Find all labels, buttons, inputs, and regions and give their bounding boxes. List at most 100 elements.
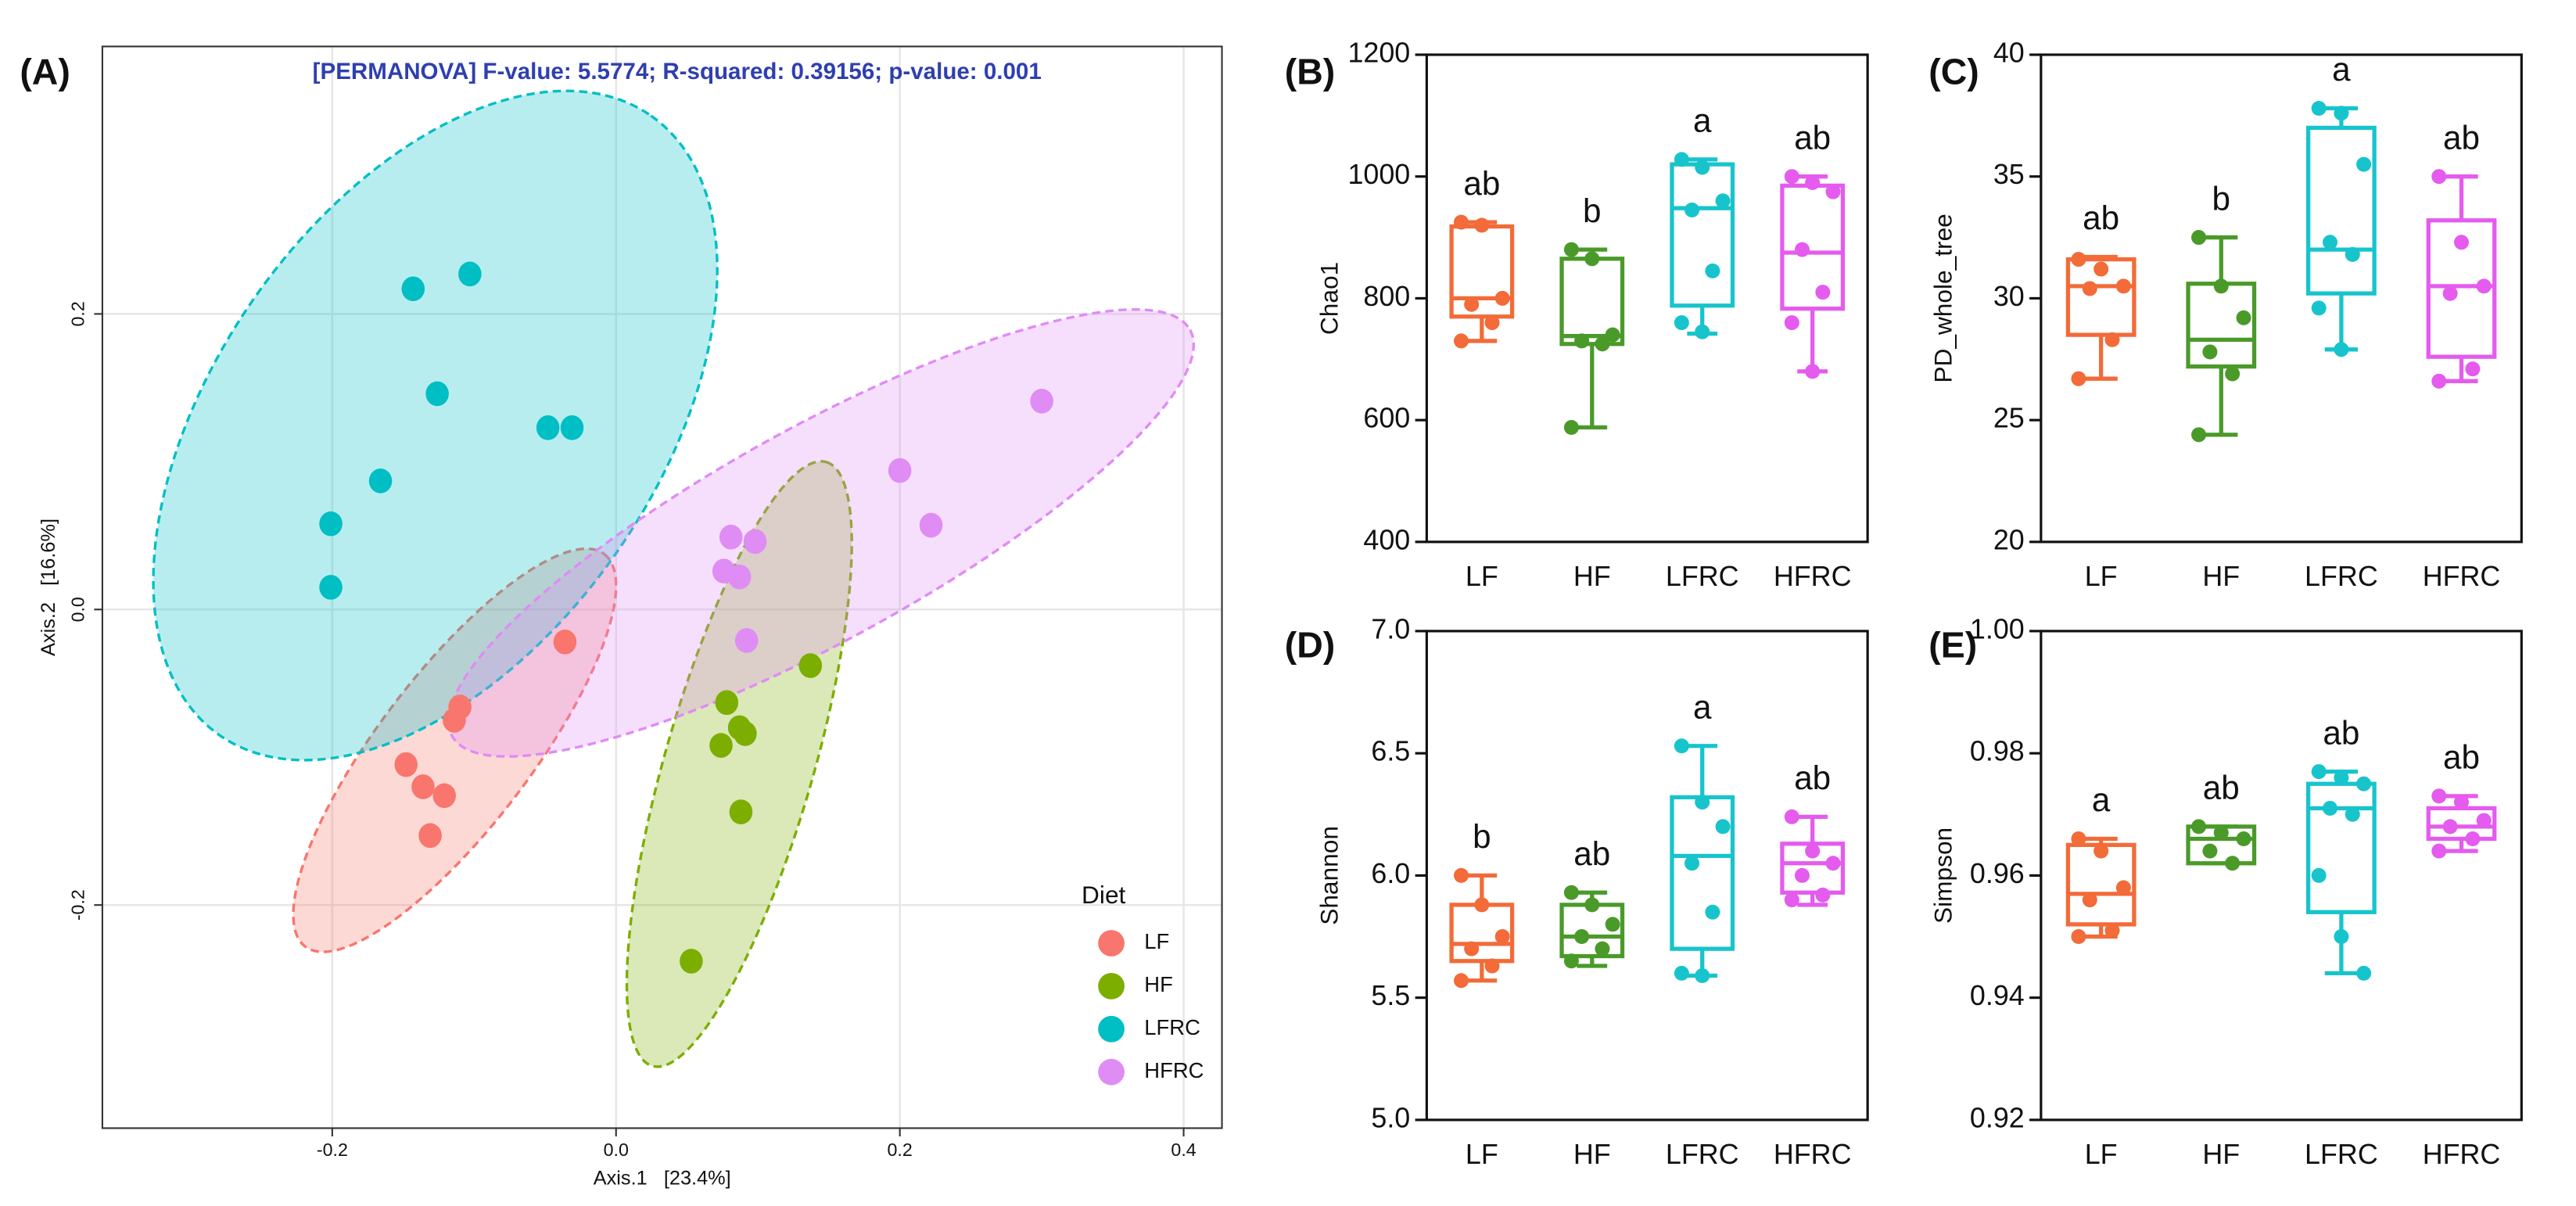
y-tick-label: 800 bbox=[1363, 281, 1410, 312]
y-tick-label: 5.5 bbox=[1371, 980, 1410, 1011]
point bbox=[709, 733, 733, 758]
point bbox=[2431, 169, 2447, 185]
significance-letter: ab bbox=[2443, 739, 2480, 776]
significance-letter: ab bbox=[1794, 119, 1831, 156]
point bbox=[1695, 968, 1710, 984]
point bbox=[1464, 296, 1480, 312]
point bbox=[1484, 958, 1500, 974]
confidence-ellipse bbox=[292, 547, 618, 953]
point bbox=[1563, 419, 1579, 435]
significance-letter: ab bbox=[1573, 835, 1610, 872]
point bbox=[2454, 795, 2470, 810]
point bbox=[1695, 324, 1710, 339]
y-axis-label: PD_whole_tree bbox=[1929, 214, 1957, 382]
y-tick-label: 35 bbox=[1993, 159, 2025, 190]
significance-letter: a bbox=[1693, 102, 1712, 139]
point bbox=[1784, 892, 1799, 908]
point bbox=[743, 529, 767, 555]
x-tick-label: LFRC bbox=[1666, 1139, 1739, 1170]
y-tick-label: 400 bbox=[1363, 524, 1410, 555]
point bbox=[1464, 941, 1480, 957]
point bbox=[1484, 315, 1500, 331]
point bbox=[2345, 806, 2360, 822]
point bbox=[2202, 843, 2218, 859]
y-tick-label: 6.0 bbox=[1371, 858, 1410, 889]
point bbox=[2334, 929, 2349, 945]
point bbox=[2323, 235, 2338, 250]
point bbox=[729, 799, 753, 824]
y-tick-label: 1.00 bbox=[1970, 613, 2025, 644]
point bbox=[1474, 217, 1490, 233]
point bbox=[2345, 246, 2360, 262]
point bbox=[2465, 361, 2481, 377]
significance-letter: ab bbox=[1794, 759, 1831, 796]
x-tick-label: LF bbox=[1466, 561, 1498, 592]
legend-swatch bbox=[1098, 1058, 1125, 1086]
point bbox=[1574, 929, 1590, 945]
point bbox=[1563, 953, 1579, 969]
point bbox=[1825, 184, 1841, 199]
y-axis-label: Chao1 bbox=[1315, 262, 1343, 335]
x-tick-label: 0.4 bbox=[1171, 1140, 1196, 1160]
point bbox=[2191, 427, 2207, 443]
x-tick-label: LF bbox=[2085, 561, 2118, 592]
point bbox=[2225, 366, 2241, 382]
point bbox=[2323, 800, 2338, 816]
plot-frame bbox=[2040, 53, 2523, 544]
point bbox=[2334, 770, 2349, 785]
significance-letter: ab bbox=[2083, 199, 2119, 236]
point bbox=[734, 721, 757, 746]
x-tick-label: HF bbox=[1573, 1139, 1611, 1170]
box bbox=[1670, 162, 1735, 308]
x-tick-label: HFRC bbox=[1774, 561, 1852, 592]
point bbox=[1684, 203, 1700, 218]
point bbox=[2356, 776, 2372, 791]
point bbox=[1674, 152, 1689, 167]
point bbox=[2334, 342, 2349, 357]
point bbox=[1715, 819, 1731, 835]
y-tick-label: 0.96 bbox=[1970, 858, 2025, 889]
x-tick-label: HFRC bbox=[2423, 561, 2501, 592]
point bbox=[715, 690, 739, 716]
point bbox=[443, 708, 466, 733]
point bbox=[2311, 100, 2327, 116]
point bbox=[2236, 831, 2251, 847]
y-tick-label: 1200 bbox=[1347, 37, 1410, 68]
y-tick-label: 30 bbox=[1993, 281, 2025, 312]
point bbox=[719, 524, 743, 550]
x-tick-label: -0.2 bbox=[317, 1140, 348, 1160]
point bbox=[411, 774, 435, 799]
point bbox=[553, 630, 577, 655]
point bbox=[1805, 364, 1821, 379]
significance-letter: b bbox=[2212, 180, 2230, 217]
point bbox=[432, 783, 456, 809]
point bbox=[458, 261, 482, 287]
point bbox=[2202, 344, 2218, 360]
point bbox=[2356, 965, 2372, 981]
point bbox=[368, 468, 393, 494]
y-tick-label: 600 bbox=[1363, 403, 1410, 434]
panel-label: (E) bbox=[1928, 624, 1977, 665]
x-axis-label: Axis.1 [23.4%] bbox=[594, 1168, 731, 1190]
confidence-ellipse bbox=[447, 308, 1196, 758]
point bbox=[2191, 230, 2207, 246]
point bbox=[727, 564, 752, 590]
point bbox=[2476, 278, 2492, 294]
point bbox=[560, 415, 584, 440]
y-tick-label: 7.0 bbox=[1371, 613, 1410, 644]
x-tick-label: LF bbox=[1466, 1139, 1498, 1170]
point bbox=[2225, 856, 2241, 871]
point bbox=[1705, 263, 1720, 278]
y-tick-label: 0.98 bbox=[1970, 736, 2025, 767]
point bbox=[1453, 333, 1469, 349]
point bbox=[1605, 327, 1620, 343]
point bbox=[2115, 278, 2131, 294]
legend-title: Diet bbox=[1082, 881, 1125, 909]
point bbox=[2213, 825, 2229, 841]
plot-background bbox=[102, 46, 1222, 1129]
point bbox=[394, 752, 418, 777]
point bbox=[1030, 389, 1053, 414]
y-tick-label: 0.92 bbox=[1970, 1102, 2025, 1133]
point bbox=[2442, 819, 2458, 835]
